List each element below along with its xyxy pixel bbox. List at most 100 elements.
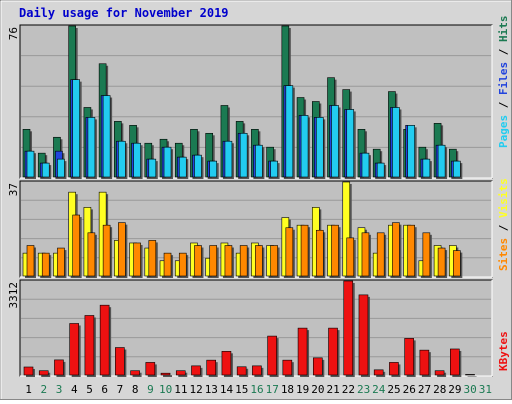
chart-title: Daily usage for November 2019 [19,6,229,20]
kbytes-bar [373,369,384,376]
kbytes-bar [267,335,277,376]
pages-bar [361,152,370,178]
pages-bar [453,160,461,178]
day-label-17: 17 [266,383,279,396]
day-label-12: 12 [189,383,202,396]
legend-hits-files-pages-part: / [497,42,510,62]
day-label-30: 30 [464,383,477,396]
kbytes-bar [23,366,34,376]
day-label-4: 4 [71,383,78,396]
kbytes-bar [328,327,338,376]
kbytes-bar [130,370,140,376]
kbytes-bar [99,304,110,376]
pages-bar [72,79,80,178]
day-label-3: 3 [56,383,63,396]
pages-bar [437,144,446,178]
legend-visits-sites: Sites / Visits [497,178,510,271]
pages-bar [285,85,294,178]
day-label-20: 20 [311,383,324,396]
sites-bar [437,247,446,277]
sites-bar [239,245,248,277]
day-label-15: 15 [235,383,248,396]
day-label-27: 27 [418,383,431,396]
pages-bar [315,117,324,178]
day-label-18: 18 [281,383,294,396]
day-label-6: 6 [101,383,108,396]
sites-bar [407,224,415,277]
kbytes-bar [69,323,79,376]
pages-bar [26,150,35,178]
sites-bar [346,237,355,277]
sites-bar [118,222,126,277]
sites-bar [224,245,233,277]
sites-bar [41,252,50,277]
legend-visits-sites-part: Visits [497,178,510,218]
kbytes-bar [434,370,445,376]
sites-bar [87,232,96,277]
day-label-10: 10 [159,383,172,396]
panel-3-ymax-label: 3312 [7,282,20,309]
kbytes-bar [54,359,64,376]
sites-bar [72,214,80,277]
pages-bar [422,158,431,178]
pages-bar [331,105,339,178]
day-label-22: 22 [342,383,355,396]
kbytes-bar-shadow [163,375,173,377]
pages-bar [239,132,248,178]
visits-bar [342,181,351,277]
day-label-16: 16 [250,383,263,396]
kbytes-bar [175,370,186,376]
pages-bar [148,158,157,178]
sites-bar [194,245,202,277]
legend-kbytes-part: KBytes [497,331,510,371]
day-label-28: 28 [433,383,446,396]
sites-bar [148,240,157,277]
pages-bar [57,158,65,178]
legend-hits-files-pages-part: Pages [497,115,510,148]
pages-bar [300,115,309,178]
pages-bar [224,140,233,178]
day-label-9: 9 [147,383,154,396]
legend-hits-files-pages-part: Files [497,62,510,95]
sites-bar [285,227,294,277]
kbytes-bar [236,366,247,376]
sites-bar [376,232,385,277]
panel-1-ymax-label: 76 [7,27,20,40]
kbytes-bar [404,338,414,376]
day-label-14: 14 [220,383,234,396]
pages-bar [376,162,385,178]
pages-bar [133,142,141,178]
sites-bar [392,222,400,277]
sites-bar [453,250,461,277]
pages-bar [346,109,355,178]
pages-bar [178,156,187,178]
kbytes-bar [191,365,201,376]
kbytes-bar [297,327,308,376]
day-label-11: 11 [174,383,187,396]
kbytes-bar [145,362,156,376]
sites-bar [209,245,218,277]
day-label-23: 23 [357,383,370,396]
sites-bar [255,245,263,277]
legend-hits-files-pages: Pages / Files / Hits [497,16,510,149]
sites-bar [57,247,65,277]
legend-hits-files-pages-part: / [497,95,510,115]
kbytes-bar [389,362,399,376]
day-label-8: 8 [132,383,139,396]
kbytes-bar [38,370,49,376]
pages-bar [392,107,400,178]
kbytes-bar-shadow [467,376,477,377]
day-label-19: 19 [296,383,309,396]
legend-kbytes: KBytes [497,331,510,371]
pages-bar [194,154,202,178]
day-label-31: 31 [479,383,492,396]
day-label-2: 2 [41,383,48,396]
kbytes-bar [252,365,262,376]
day-label-5: 5 [86,383,93,396]
sites-bar [422,232,431,277]
kbytes-bar [221,351,232,376]
pages-bar [87,117,96,178]
pages-bar [209,160,218,178]
kbytes-bar [206,359,217,376]
kbytes-bar [465,374,475,376]
